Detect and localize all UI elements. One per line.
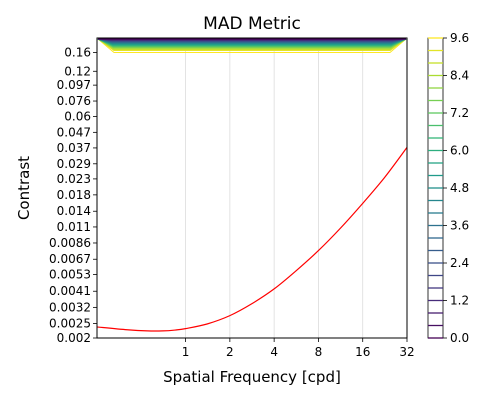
colorbar-tick-label: 8.4 bbox=[450, 69, 469, 83]
colorbar-tick-label: 0.0 bbox=[450, 331, 469, 345]
y-tick-label: 0.12 bbox=[64, 64, 91, 78]
plot-frame bbox=[96, 37, 408, 339]
y-tick-label: 0.0067 bbox=[49, 252, 91, 266]
colorbar-tick-label: 7.2 bbox=[450, 106, 469, 120]
y-tick-label: 0.0086 bbox=[49, 236, 91, 250]
y-axis-title: Contrast bbox=[15, 156, 33, 220]
y-tick-label: 0.011 bbox=[57, 220, 91, 234]
colorbar-tick-label: 3.6 bbox=[450, 219, 469, 233]
x-tick-label: 4 bbox=[270, 345, 278, 359]
y-tick-label: 0.047 bbox=[57, 125, 91, 139]
colorbar-tick-label: 4.8 bbox=[450, 181, 469, 195]
y-tick-label: 0.002 bbox=[57, 331, 91, 345]
y-tick-label: 0.0025 bbox=[49, 316, 91, 330]
colorbar-tick-label: 6.0 bbox=[450, 144, 469, 158]
chart-title: MAD Metric bbox=[203, 14, 301, 34]
series-line bbox=[96, 147, 408, 332]
colorbar: 0.0 1.2 2.4 3.6 4.8 6.0 7.2 8.4 9.6 bbox=[427, 31, 469, 345]
contour-band bbox=[97, 38, 407, 54]
x-tick-label: 8 bbox=[315, 345, 323, 359]
y-tick-label: 0.076 bbox=[57, 94, 91, 108]
y-tick-label: 0.037 bbox=[57, 141, 91, 155]
y-tick-label: 0.16 bbox=[64, 46, 91, 60]
x-tick-label: 1 bbox=[182, 345, 190, 359]
y-tick-label: 0.0032 bbox=[49, 300, 91, 314]
y-tick-label: 0.0053 bbox=[49, 268, 91, 282]
y-tick-label: 0.06 bbox=[64, 109, 91, 123]
x-tick-label: 32 bbox=[399, 345, 414, 359]
x-tick-label: 2 bbox=[226, 345, 234, 359]
y-tick-label: 0.097 bbox=[57, 78, 91, 92]
y-tick-label: 0.0041 bbox=[49, 284, 91, 298]
x-axis-title: Spatial Frequency [cpd] bbox=[163, 368, 341, 386]
y-tick-label: 0.029 bbox=[57, 157, 91, 171]
y-tick-label: 0.023 bbox=[57, 172, 91, 186]
contour-line bbox=[97, 38, 407, 54]
series-group bbox=[96, 147, 408, 332]
x-axis: 1 2 4 8 16 32 bbox=[182, 338, 415, 359]
colorbar-tick-label: 1.2 bbox=[450, 294, 469, 308]
colorbar-tick-label: 9.6 bbox=[450, 31, 469, 45]
colorbar-tick-label: 2.4 bbox=[450, 256, 469, 270]
x-tick-label: 16 bbox=[355, 345, 370, 359]
y-tick-label: 0.014 bbox=[57, 204, 91, 218]
y-tick-label: 0.018 bbox=[57, 188, 91, 202]
